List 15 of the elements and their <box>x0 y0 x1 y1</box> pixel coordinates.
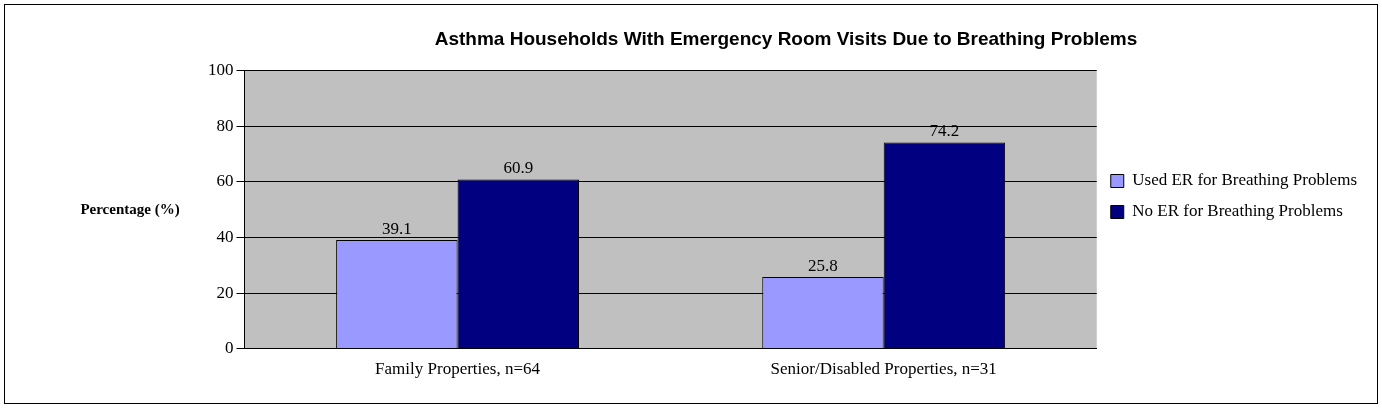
y-tick-label: 0 <box>225 338 234 358</box>
data-label: 39.1 <box>381 218 412 238</box>
y-tick-label: 100 <box>208 60 234 80</box>
data-label: 25.8 <box>808 255 838 275</box>
legend-label: Used ER for Breathing Problems <box>1132 170 1358 190</box>
x-tick-label: Senior/Disabled Properties, n=31 <box>770 359 997 379</box>
legend-label: No ER for Breathing Problems <box>1132 201 1343 221</box>
y-tick-label: 60 <box>216 171 234 191</box>
y-tick-label: 80 <box>216 115 234 135</box>
data-label: 60.9 <box>503 158 534 178</box>
x-tick-label: Family Properties, n=64 <box>375 359 541 379</box>
chart-title: Asthma Households With Emergency Room Visits Due to Breathing Problems <box>434 27 1138 49</box>
y-tick-label: 20 <box>216 282 234 302</box>
y-axis-title: Percentage (%) <box>80 200 180 218</box>
y-tick-label: 40 <box>216 226 234 246</box>
